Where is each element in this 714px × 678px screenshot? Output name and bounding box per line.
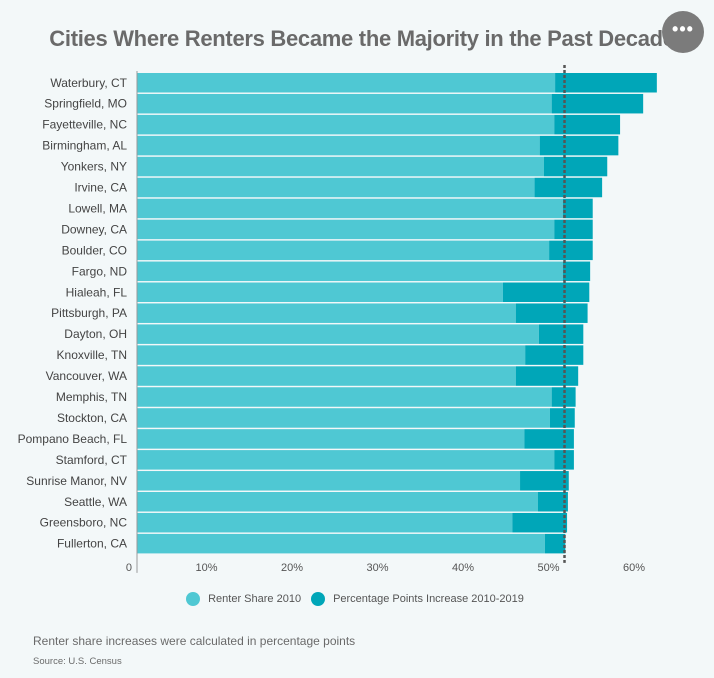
category-label: Fayetteville, NC bbox=[42, 118, 127, 132]
x-tick-label: 40% bbox=[452, 562, 474, 574]
bar-increase-2010-2019[interactable] bbox=[515, 366, 579, 386]
category-label: Springfield, MO bbox=[44, 97, 127, 111]
bar-renter-share-2010[interactable] bbox=[137, 366, 516, 386]
bar-renter-share-2010[interactable] bbox=[137, 282, 503, 303]
bar-renter-share-2010[interactable] bbox=[137, 198, 563, 219]
bar-increase-2010-2019[interactable] bbox=[554, 219, 593, 240]
bar-renter-share-2010[interactable] bbox=[137, 261, 563, 282]
category-label: Yonkers, NY bbox=[61, 160, 127, 174]
bar-renter-share-2010[interactable] bbox=[137, 73, 556, 93]
bar-increase-2010-2019[interactable] bbox=[520, 471, 569, 491]
bar-increase-2010-2019[interactable] bbox=[549, 240, 593, 261]
chart-title: Cities Where Renters Became the Majority… bbox=[49, 26, 675, 51]
bar-renter-share-2010[interactable] bbox=[137, 93, 552, 114]
category-label: Stamford, CT bbox=[56, 453, 128, 467]
x-tick-label: 10% bbox=[195, 562, 217, 574]
bar-renter-share-2010[interactable] bbox=[137, 471, 521, 491]
category-labels: Waterbury, CT Springfield, MO Fayetteville… bbox=[18, 76, 128, 551]
bar-increase-2010-2019[interactable] bbox=[512, 512, 568, 533]
bar-renter-share-2010[interactable] bbox=[137, 429, 525, 449]
legend-label: Percentage Points Increase 2010-2019 bbox=[333, 593, 524, 605]
bar-increase-2010-2019[interactable] bbox=[538, 324, 584, 344]
bar-renter-share-2010[interactable] bbox=[137, 387, 552, 407]
bar-renter-share-2010[interactable] bbox=[137, 177, 535, 198]
category-label: Boulder, CO bbox=[62, 243, 127, 257]
bar-renter-share-2010[interactable] bbox=[137, 408, 550, 428]
x-tick-label: 50% bbox=[537, 562, 559, 574]
bar-increase-2010-2019[interactable] bbox=[544, 533, 566, 554]
bar-renter-share-2010[interactable] bbox=[137, 114, 555, 135]
bar-increase-2010-2019[interactable] bbox=[525, 345, 584, 365]
bar-increase-2010-2019[interactable] bbox=[555, 73, 657, 93]
category-label: Lowell, MA bbox=[68, 201, 127, 215]
bar-chart: Waterbury, CT Springfield, MO Fayetteville… bbox=[18, 65, 657, 574]
bar-increase-2010-2019[interactable] bbox=[543, 156, 608, 177]
category-label: Greensboro, NC bbox=[40, 516, 128, 530]
x-tick-label: 60% bbox=[623, 562, 645, 574]
bar-renter-share-2010[interactable] bbox=[137, 240, 550, 261]
bar-increase-2010-2019[interactable] bbox=[554, 114, 621, 135]
bar-increase-2010-2019[interactable] bbox=[515, 303, 588, 323]
bar-renter-share-2010[interactable] bbox=[137, 135, 540, 156]
bar-renter-share-2010[interactable] bbox=[137, 324, 539, 344]
legend-swatch-increase bbox=[311, 592, 326, 606]
category-label: Sunrise Manor, NV bbox=[26, 474, 127, 488]
bar-increase-2010-2019[interactable] bbox=[551, 93, 644, 114]
bar-increase-2010-2019[interactable] bbox=[554, 450, 574, 470]
category-label: Stockton, CA bbox=[57, 411, 127, 425]
category-label: Birmingham, AL bbox=[42, 139, 127, 153]
legend-swatch-renter-share bbox=[186, 592, 201, 606]
category-label: Pittsburgh, PA bbox=[51, 306, 127, 320]
bar-renter-share-2010[interactable] bbox=[137, 492, 538, 512]
source-credit: Source: U.S. Census bbox=[33, 656, 122, 667]
bars-group bbox=[137, 73, 657, 554]
bar-renter-share-2010[interactable] bbox=[137, 533, 545, 554]
x-axis-ticks: 0 10% 20% 30% 40% 50% 60% bbox=[126, 562, 645, 574]
bar-increase-2010-2019[interactable] bbox=[524, 429, 574, 449]
category-label: Pompano Beach, FL bbox=[18, 432, 128, 446]
bar-increase-2010-2019[interactable] bbox=[537, 492, 568, 512]
bar-increase-2010-2019[interactable] bbox=[562, 198, 593, 219]
category-label: Knoxville, TN bbox=[57, 348, 127, 362]
category-label: Irvine, CA bbox=[74, 181, 127, 195]
category-label: Dayton, OH bbox=[64, 327, 127, 341]
legend: Renter Share 2010 Percentage Points Incr… bbox=[0, 592, 714, 606]
legend-item-increase[interactable]: Percentage Points Increase 2010-2019 bbox=[311, 592, 524, 606]
bar-renter-share-2010[interactable] bbox=[137, 303, 516, 323]
x-tick-label: 20% bbox=[281, 562, 303, 574]
category-label: Downey, CA bbox=[61, 222, 127, 236]
bar-increase-2010-2019[interactable] bbox=[549, 408, 575, 428]
bar-renter-share-2010[interactable] bbox=[137, 512, 513, 533]
footnote: Renter share increases were calculated i… bbox=[33, 634, 356, 648]
x-tick-label: 30% bbox=[366, 562, 388, 574]
category-label: Hialeah, FL bbox=[66, 285, 128, 299]
bar-renter-share-2010[interactable] bbox=[137, 156, 544, 177]
category-label: Memphis, TN bbox=[56, 390, 127, 404]
bar-increase-2010-2019[interactable] bbox=[534, 177, 603, 198]
category-label: Seattle, WA bbox=[64, 495, 127, 509]
legend-item-renter-share[interactable]: Renter Share 2010 bbox=[186, 592, 301, 606]
more-options-button[interactable]: ••• bbox=[662, 11, 704, 53]
x-tick-label: 0 bbox=[126, 562, 132, 574]
bar-increase-2010-2019[interactable] bbox=[562, 261, 591, 282]
category-label: Vancouver, WA bbox=[46, 369, 127, 383]
bar-renter-share-2010[interactable] bbox=[137, 219, 555, 240]
ellipsis-icon: ••• bbox=[672, 19, 694, 39]
category-label: Fullerton, CA bbox=[57, 537, 127, 551]
bar-renter-share-2010[interactable] bbox=[137, 345, 526, 365]
category-label: Waterbury, CT bbox=[50, 76, 127, 90]
bar-increase-2010-2019[interactable] bbox=[502, 282, 590, 303]
bar-increase-2010-2019[interactable] bbox=[539, 135, 619, 156]
legend-label: Renter Share 2010 bbox=[208, 593, 302, 605]
category-label: Fargo, ND bbox=[72, 264, 128, 278]
bar-renter-share-2010[interactable] bbox=[137, 450, 555, 470]
